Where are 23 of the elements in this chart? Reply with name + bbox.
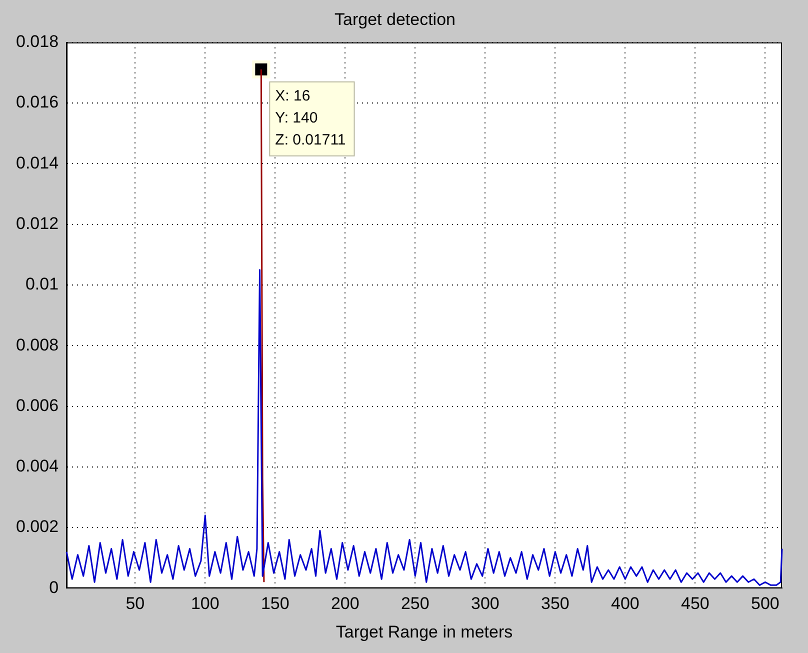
y-tick-label: 0.004	[16, 456, 59, 476]
y-tick-label: 0.01	[25, 274, 59, 294]
chart-title: Target detection	[334, 10, 456, 29]
y-tick-label: 0.012	[16, 214, 59, 234]
y-tick-label: 0.008	[16, 335, 59, 354]
y-tick-label: 0.006	[16, 396, 59, 415]
x-tick-label: 450	[681, 594, 710, 614]
x-tick-label: 400	[611, 594, 640, 614]
x-tick-label: 500	[751, 594, 780, 614]
x-tick-label: 250	[400, 594, 430, 614]
x-tick-label: 150	[260, 594, 290, 614]
y-tick-label: 0.014	[16, 153, 59, 172]
y-tick-label: 0.002	[16, 517, 59, 536]
x-tick-label: 50	[126, 594, 145, 614]
x-tick-label: 100	[190, 594, 220, 614]
x-tick-label: 200	[330, 594, 360, 614]
x-tick-label: 350	[540, 594, 570, 614]
x-axis-title: Target Range in meters	[336, 622, 513, 642]
annotation: X: 16 Y: 140 Z: 0.01711	[275, 88, 346, 149]
y-tick-label: 0	[49, 578, 59, 597]
x-tick-label: 300	[470, 594, 500, 614]
y-tick-label: 0.016	[16, 92, 59, 112]
y-tick-label: 0.018	[16, 32, 59, 52]
